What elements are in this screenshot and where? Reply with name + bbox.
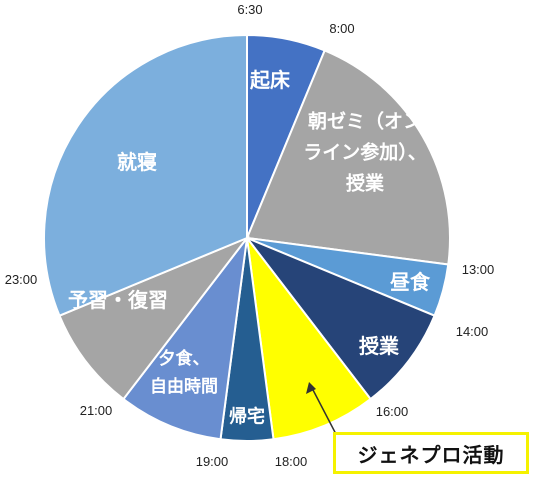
callout-label: ジェネプロ活動 — [357, 442, 505, 467]
slice-label: 予習・復習 — [68, 288, 168, 312]
pie-slice-7 — [58, 235, 251, 401]
callout-arrow — [306, 382, 339, 439]
slice-label-line: 夕食、 — [159, 348, 210, 369]
callout-arrow-line — [311, 387, 339, 439]
time-label: 13:00 — [462, 262, 495, 277]
time-label: 21:00 — [80, 403, 113, 418]
time-label: 23:00 — [5, 272, 38, 287]
time-label: 19:00 — [196, 454, 229, 469]
slice-label-line: 自由時間 — [150, 376, 218, 397]
pie-slice-1 — [245, 49, 451, 266]
time-label: 16:00 — [376, 404, 409, 419]
slice-label-line: 就寝 — [117, 150, 157, 174]
slice-label: 昼食 — [390, 270, 431, 294]
pie-slice-3 — [243, 235, 436, 401]
slice-label-line: 朝ゼミ（オン — [308, 110, 422, 133]
slice-label: 夕食、自由時間 — [150, 348, 218, 397]
slice-label-line: 昼食 — [390, 270, 431, 294]
pie-slice-8 — [43, 33, 248, 317]
slice-label: 帰宅 — [229, 405, 265, 427]
slice-label-line: 帰宅 — [229, 405, 265, 427]
time-label: 8:00 — [329, 21, 354, 36]
slice-label: 就寝 — [117, 150, 157, 174]
time-label: 6:30 — [237, 2, 262, 17]
slice-label: 起床 — [249, 68, 291, 92]
pie-slice-4 — [245, 234, 372, 441]
callout-arrow-head — [306, 382, 316, 394]
time-label: 18:00 — [275, 454, 308, 469]
slice-label-line: 予習・復習 — [68, 288, 168, 312]
slice-label: 授業 — [359, 334, 400, 358]
slice-label-line: 授業 — [346, 172, 385, 195]
slice-label-line: 起床 — [249, 68, 291, 92]
time-label: 14:00 — [456, 324, 489, 339]
slice-label-line: 授業 — [359, 334, 400, 358]
pie-slices — [43, 33, 451, 442]
callout-box: ジェネプロ活動 — [333, 432, 529, 474]
pie-slice-6 — [122, 234, 249, 441]
time-labels: 6:30 8:00 13:00 14:00 16:00 18:00 19:00 21:00 23… — [5, 2, 495, 469]
slice-label-line: ライン参加）、 — [303, 141, 427, 164]
slice-label: 朝ゼミ（オンライン参加）、授業 — [303, 110, 427, 195]
